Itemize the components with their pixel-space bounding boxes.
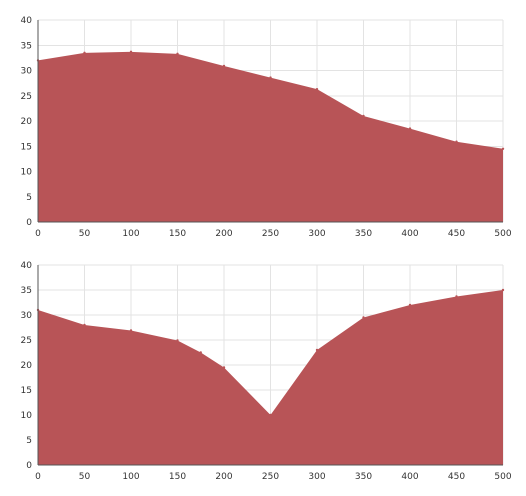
data-point bbox=[129, 50, 133, 54]
data-point bbox=[408, 303, 412, 307]
y-tick-label: 35 bbox=[21, 286, 32, 296]
data-point bbox=[315, 87, 319, 91]
data-point bbox=[408, 127, 412, 130]
y-tick-label: 35 bbox=[21, 41, 32, 51]
y-tick-label: 20 bbox=[21, 117, 33, 127]
x-tick-label: 50 bbox=[79, 229, 91, 239]
data-point bbox=[362, 316, 365, 319]
x-tick-label: 400 bbox=[401, 472, 418, 482]
y-tick-label: 0 bbox=[26, 461, 32, 471]
area-series bbox=[38, 51, 503, 222]
data-point bbox=[83, 51, 86, 55]
x-tick-label: 50 bbox=[79, 472, 91, 482]
x-tick-label: 0 bbox=[35, 229, 41, 239]
x-tick-label: 450 bbox=[448, 472, 465, 482]
y-tick-label: 0 bbox=[26, 218, 32, 228]
y-tick-label: 40 bbox=[21, 16, 33, 26]
data-point bbox=[83, 323, 86, 327]
data-point bbox=[176, 339, 179, 342]
y-tick-label: 15 bbox=[21, 386, 32, 396]
x-tick-label: 450 bbox=[448, 229, 465, 239]
data-point bbox=[455, 295, 458, 298]
y-tick-label: 15 bbox=[21, 142, 32, 152]
data-point bbox=[362, 114, 365, 118]
area-series bbox=[38, 290, 503, 465]
data-point bbox=[269, 76, 272, 79]
data-point bbox=[222, 64, 226, 68]
top-area-chart: 0 50 100 150 200 250 300 350 400 450 500 0 5 10 15 20 25… bbox=[21, 16, 512, 239]
data-point bbox=[222, 366, 226, 369]
x-tick-label: 350 bbox=[355, 229, 372, 239]
x-tick-label: 500 bbox=[494, 472, 511, 482]
x-tick-label: 200 bbox=[215, 229, 232, 239]
x-tick-label: 250 bbox=[262, 472, 279, 482]
y-tick-label: 25 bbox=[21, 92, 32, 102]
x-tick-label: 100 bbox=[122, 472, 139, 482]
x-tick-label: 150 bbox=[169, 229, 186, 239]
x-tick-label: 250 bbox=[262, 229, 279, 239]
x-tick-label: 300 bbox=[308, 472, 325, 482]
y-tick-label: 30 bbox=[21, 67, 33, 77]
x-tick-label: 500 bbox=[494, 229, 511, 239]
x-tick-label: 350 bbox=[355, 472, 372, 482]
bottom-area-chart: 0 50 100 150 200 250 300 350 400 450 500 0 5 10 15 20 25… bbox=[21, 261, 512, 482]
x-tick-label: 0 bbox=[35, 472, 41, 482]
y-tick-label: 10 bbox=[21, 168, 33, 178]
x-tick-label: 400 bbox=[401, 229, 418, 239]
data-point bbox=[269, 413, 272, 417]
data-point bbox=[315, 348, 319, 352]
data-point bbox=[176, 52, 179, 56]
x-tick-label: 200 bbox=[215, 472, 232, 482]
data-point bbox=[199, 351, 202, 354]
x-tick-label: 150 bbox=[169, 472, 186, 482]
y-tick-label: 5 bbox=[26, 436, 32, 446]
data-point bbox=[501, 288, 505, 292]
data-point bbox=[455, 140, 458, 143]
y-tick-label: 25 bbox=[21, 336, 32, 346]
y-tick-label: 40 bbox=[21, 261, 33, 271]
y-tick-label: 10 bbox=[21, 411, 33, 421]
data-point bbox=[501, 147, 505, 150]
x-tick-label: 100 bbox=[122, 229, 139, 239]
data-point bbox=[129, 329, 133, 332]
x-tick-label: 300 bbox=[308, 229, 325, 239]
y-tick-label: 20 bbox=[21, 361, 33, 371]
y-tick-label: 5 bbox=[26, 193, 32, 203]
y-tick-label: 30 bbox=[21, 311, 33, 321]
